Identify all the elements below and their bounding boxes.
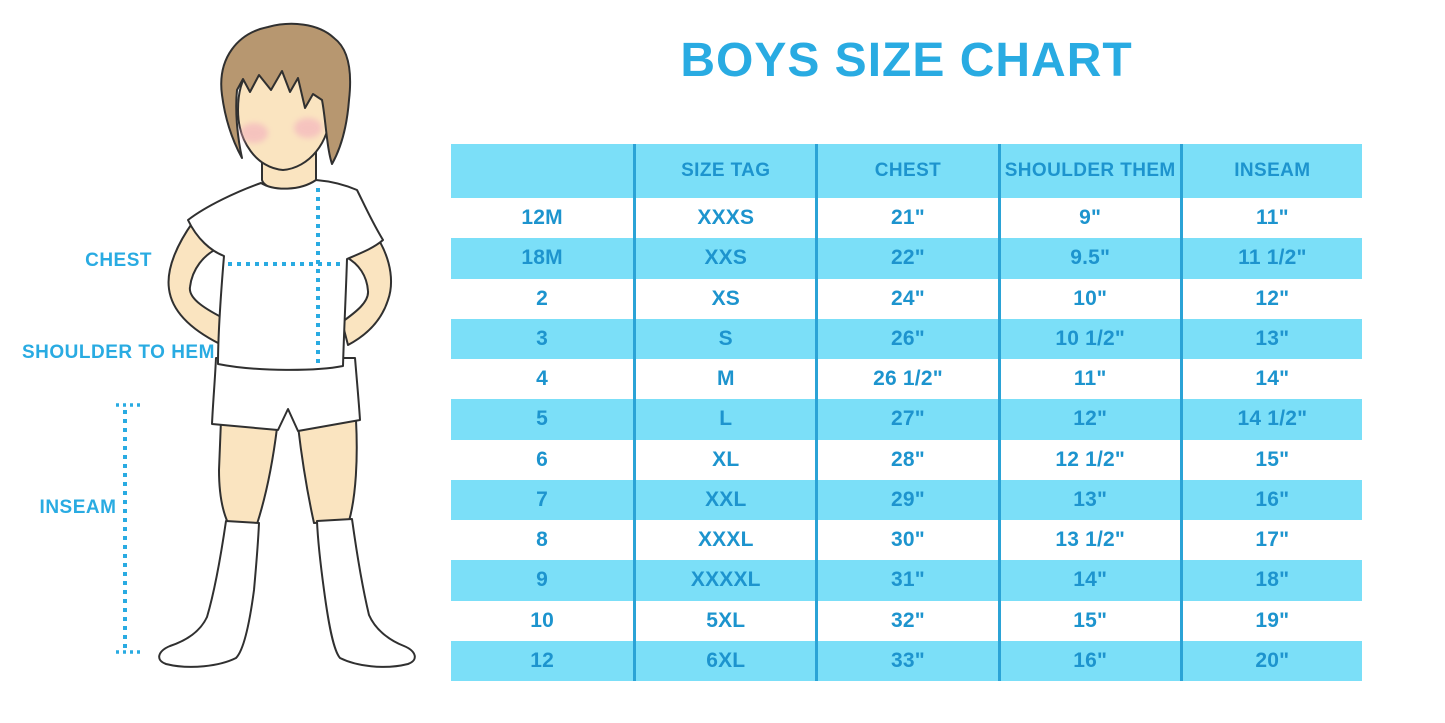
shorts xyxy=(211,357,361,432)
hair xyxy=(220,22,352,165)
value-cell: 10 1/2" xyxy=(997,318,1180,359)
table-row: 5 L 27" 12" 14 1/2" xyxy=(451,399,1362,440)
value-cell: 12" xyxy=(1179,278,1362,319)
value-cell: 32" xyxy=(815,600,997,641)
table-row: 18M XXS 22" 9.5" 11 1/2" xyxy=(451,238,1362,279)
value-cell: 27" xyxy=(815,399,997,440)
value-cell: 11" xyxy=(997,359,1180,400)
value-cell: S xyxy=(633,318,815,359)
size-cell: 9 xyxy=(536,568,549,592)
value-cell: 26 1/2" xyxy=(815,359,997,400)
size-cell: 7 xyxy=(536,487,549,511)
value-cell: 20" xyxy=(1179,640,1362,681)
value-cell: 28" xyxy=(815,439,997,480)
value-cell: 11 1/2" xyxy=(1179,238,1362,279)
table-row: 12 6XL 33" 16" 20" xyxy=(451,640,1362,681)
value-cell: 13 1/2" xyxy=(997,520,1180,561)
size-table: SIZE TAG CHEST SHOULDER THEM INSEAM 12M X… xyxy=(451,144,1362,681)
table-row: 2 XS 24" 10" 12" xyxy=(451,278,1362,319)
size-cell: 18M xyxy=(521,246,563,270)
size-cell: 12M xyxy=(521,206,563,230)
value-cell: 6XL xyxy=(633,640,815,681)
value-cell: 17" xyxy=(1179,520,1362,561)
value-cell: 30" xyxy=(815,520,997,561)
table-row: 3 S 26" 10 1/2" 13" xyxy=(451,318,1362,359)
value-cell: 11" xyxy=(1179,198,1362,239)
size-cell: 4 xyxy=(536,367,549,391)
value-cell: 5XL xyxy=(633,600,815,641)
table-row: 9 XXXXL 31" 14" 18" xyxy=(451,560,1362,601)
value-cell: 16" xyxy=(997,640,1180,681)
table-row: 10 5XL 32" 15" 19" xyxy=(451,600,1362,641)
value-cell: 21" xyxy=(815,198,997,239)
value-cell: 31" xyxy=(815,560,997,601)
value-cell: 16" xyxy=(1179,479,1362,520)
value-cell: 29" xyxy=(815,479,997,520)
value-cell: XS xyxy=(633,278,815,319)
size-cell: 5 xyxy=(536,407,549,431)
value-cell: L xyxy=(633,399,815,440)
value-cell: 19" xyxy=(1179,600,1362,641)
inseam-measure-line xyxy=(116,403,141,654)
value-cell: XXXS xyxy=(633,198,815,239)
page-title: BOYS SIZE CHART xyxy=(680,34,1133,87)
value-cell: 14 1/2" xyxy=(1179,399,1362,440)
value-cell: 9" xyxy=(997,198,1180,239)
value-cell: 12 1/2" xyxy=(997,439,1180,480)
chest-label: CHEST xyxy=(85,250,152,271)
value-cell: XXXXL xyxy=(633,560,815,601)
size-cell: 12 xyxy=(530,648,554,672)
table-row: 8 XXXL 30" 13 1/2" 17" xyxy=(451,520,1362,561)
column-header-size-tag: SIZE TAG xyxy=(633,144,815,198)
value-cell: 22" xyxy=(815,238,997,279)
value-cell: 10" xyxy=(997,278,1180,319)
size-cell: 2 xyxy=(536,286,549,310)
column-header-chest: CHEST xyxy=(815,144,997,198)
value-cell: 33" xyxy=(815,640,997,681)
size-cell: 10 xyxy=(530,608,554,632)
value-cell: M xyxy=(633,359,815,400)
right-leg xyxy=(297,419,358,524)
size-table-body: 12M XXXS 21" 9" 11" 18M XXS 22" 9.5" 11 1/2" 2 XS 24… xyxy=(451,198,1362,681)
left-cheek-blush xyxy=(240,123,268,143)
boy-illustration: CHEST SHOULDER TO HEM INSEAM xyxy=(0,0,450,723)
table-row: 4 M 26 1/2" 11" 14" xyxy=(451,359,1362,400)
inseam-label: INSEAM xyxy=(39,497,117,518)
size-cell: 3 xyxy=(536,326,549,350)
t-shirt xyxy=(187,179,384,371)
left-sock xyxy=(158,520,260,668)
value-cell: XL xyxy=(633,439,815,480)
value-cell: 9.5" xyxy=(997,238,1180,279)
value-cell: 14" xyxy=(1179,359,1362,400)
value-cell: 18" xyxy=(1179,560,1362,601)
boy-figure-svg xyxy=(116,22,416,668)
value-cell: 15" xyxy=(997,600,1180,641)
table-row: 12M XXXS 21" 9" 11" xyxy=(451,198,1362,239)
size-cell: 8 xyxy=(536,528,549,552)
value-cell: 15" xyxy=(1179,439,1362,480)
value-cell: 13" xyxy=(997,479,1180,520)
value-cell: 12" xyxy=(997,399,1180,440)
right-cheek-blush xyxy=(294,118,322,138)
right-sock xyxy=(316,518,416,668)
value-cell: XXL xyxy=(633,479,815,520)
table-row: 6 XL 28" 12 1/2" 15" xyxy=(451,439,1362,480)
left-leg xyxy=(218,419,278,525)
value-cell: XXS xyxy=(633,238,815,279)
value-cell: 14" xyxy=(997,560,1180,601)
column-header-size xyxy=(451,144,633,198)
column-header-inseam: INSEAM xyxy=(1179,144,1362,198)
value-cell: 24" xyxy=(815,278,997,319)
size-cell: 6 xyxy=(536,447,549,471)
table-header-row: SIZE TAG CHEST SHOULDER THEM INSEAM xyxy=(451,144,1362,198)
shoulder-to-hem-label: SHOULDER TO HEM xyxy=(22,342,215,363)
value-cell: 26" xyxy=(815,318,997,359)
value-cell: XXXL xyxy=(633,520,815,561)
column-header-shoulder-hem: SHOULDER THEM xyxy=(997,144,1180,198)
value-cell: 13" xyxy=(1179,318,1362,359)
table-row: 7 XXL 29" 13" 16" xyxy=(451,479,1362,520)
